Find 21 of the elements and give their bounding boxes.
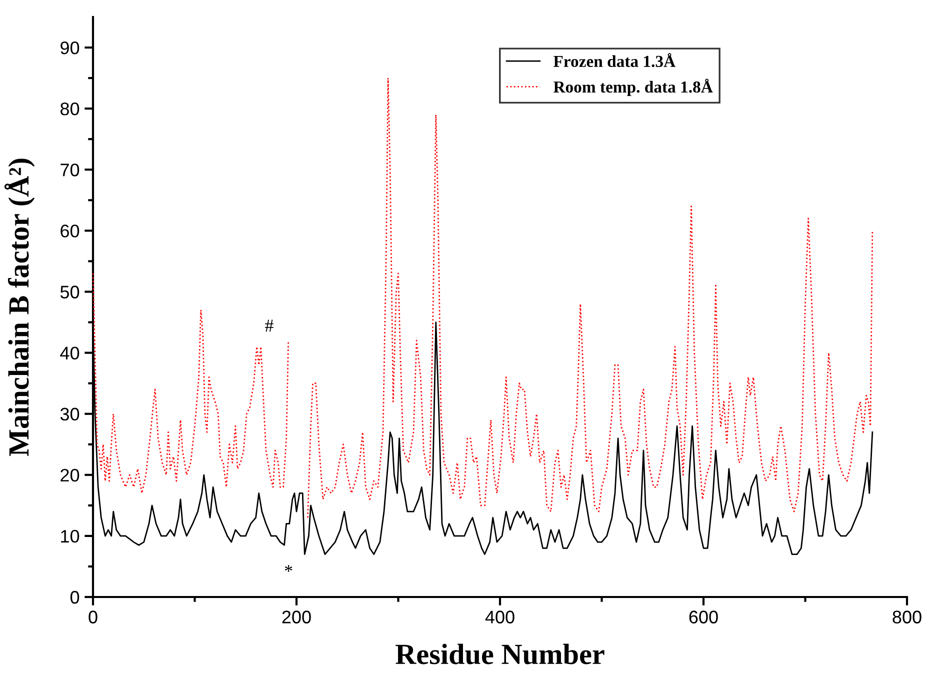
x-tick-label: 0 [88, 610, 98, 624]
y-tick-label: 60 [60, 224, 80, 238]
y-tick-label: 90 [60, 41, 80, 54]
y-tick-label: 30 [60, 408, 80, 421]
legend-label: Frozen data 1.3Å [554, 53, 676, 68]
y-tick-label: 50 [60, 286, 80, 298]
y-tick-label: 40 [60, 346, 80, 360]
x-axis-title: Residue Number [396, 644, 604, 664]
y-tick-label: 10 [61, 530, 80, 543]
y-tick-label: 70 [60, 164, 80, 176]
y-axis-title: Mainchain B factor (Å²) [4, 158, 35, 456]
x-tick-label: 600 [689, 610, 718, 624]
x-tick-label: 800 [892, 610, 922, 624]
y-tick-label: 20 [60, 468, 80, 482]
annotation: * [284, 565, 292, 572]
y-tick-label: 0 [70, 590, 80, 604]
legend-label: Room temp. data 1.8Å [554, 78, 713, 96]
x-tick-label: 400 [485, 610, 514, 624]
x-tick-label: 200 [282, 610, 311, 624]
annotation: # [265, 320, 274, 332]
y-tick-label: 80 [60, 102, 80, 116]
